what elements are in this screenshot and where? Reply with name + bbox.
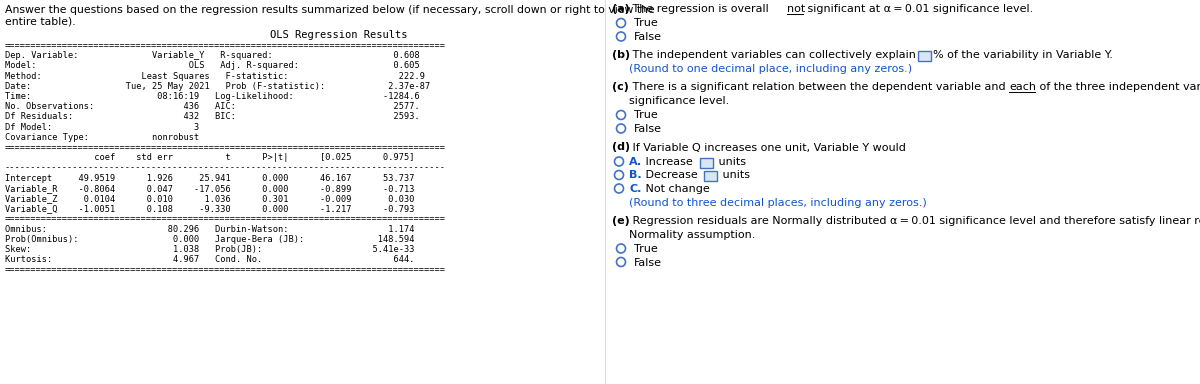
Text: (Round to one decimal place, including any zeros.): (Round to one decimal place, including a… <box>629 64 912 74</box>
Text: (b): (b) <box>612 51 630 61</box>
Text: ================================================================================: ========================================… <box>5 214 446 223</box>
Text: Normality assumption.: Normality assumption. <box>629 230 755 240</box>
Text: If Variable Q increases one unit, Variable Y would: If Variable Q increases one unit, Variab… <box>629 142 906 152</box>
Text: False: False <box>634 124 662 134</box>
Text: B.: B. <box>629 170 642 180</box>
Text: Variable_Z     0.0104      0.010      1.036      0.301      -0.009       0.030: Variable_Z 0.0104 0.010 1.036 0.301 -0.0… <box>5 194 414 203</box>
Text: ================================================================================: ========================================… <box>5 41 446 50</box>
Text: ================================================================================: ========================================… <box>5 143 446 152</box>
Text: significance level.: significance level. <box>629 96 730 106</box>
Text: Method:                   Least Squares   F-statistic:                     222.9: Method: Least Squares F-statistic: 222.9 <box>5 71 425 81</box>
Text: significant at α = 0.01 significance level.: significant at α = 0.01 significance lev… <box>804 4 1033 14</box>
Text: A.: A. <box>629 157 642 167</box>
Text: units: units <box>715 157 746 167</box>
Text: entire table).: entire table). <box>5 16 76 26</box>
Text: units: units <box>719 170 750 180</box>
Text: Df Model:                           3: Df Model: 3 <box>5 122 199 132</box>
Text: --------------------------------------------------------------------------------: ----------------------------------------… <box>5 164 446 172</box>
Text: No. Observations:                 436   AIC:                              2577.: No. Observations: 436 AIC: 2577. <box>5 102 420 111</box>
Text: False: False <box>634 258 662 268</box>
Text: True: True <box>634 18 658 28</box>
Text: The regression is overall: The regression is overall <box>629 4 773 14</box>
Text: of the three independent variables at α = 0.01: of the three independent variables at α … <box>1036 83 1200 93</box>
Text: each: each <box>1009 83 1036 93</box>
Text: (d): (d) <box>612 142 630 152</box>
Bar <box>918 51 931 61</box>
Text: Decrease: Decrease <box>642 170 701 180</box>
Bar <box>700 157 713 167</box>
Text: Model:                             OLS   Adj. R-squared:                  0.605: Model: OLS Adj. R-squared: 0.605 <box>5 61 420 70</box>
Text: Covariance Type:            nonrobust: Covariance Type: nonrobust <box>5 133 199 142</box>
Text: Intercept     49.9519      1.926     25.941      0.000      46.167      53.737: Intercept 49.9519 1.926 25.941 0.000 46.… <box>5 174 414 183</box>
Text: Variable_Q    -1.0051      0.108     -9.330      0.000      -1.217      -0.793: Variable_Q -1.0051 0.108 -9.330 0.000 -1… <box>5 204 414 213</box>
Text: The independent variables can collectively explain: The independent variables can collective… <box>629 51 919 61</box>
Text: % of the variability in Variable Y.: % of the variability in Variable Y. <box>934 51 1116 61</box>
Text: coef    std err          t      P>|t|      [0.025      0.975]: coef std err t P>|t| [0.025 0.975] <box>5 153 414 162</box>
Text: Variable_R    -0.8064      0.047    -17.056      0.000      -0.899      -0.713: Variable_R -0.8064 0.047 -17.056 0.000 -… <box>5 184 414 193</box>
Text: (c): (c) <box>612 83 629 93</box>
Text: False: False <box>634 32 662 42</box>
Text: Omnibus:                       80.296   Durbin-Watson:                   1.174: Omnibus: 80.296 Durbin-Watson: 1.174 <box>5 225 414 233</box>
Text: Increase: Increase <box>642 157 696 167</box>
Text: Skew:                           1.038   Prob(JB):                     5.41e-33: Skew: 1.038 Prob(JB): 5.41e-33 <box>5 245 414 254</box>
Text: Kurtosis:                       4.967   Cond. No.                         644.: Kurtosis: 4.967 Cond. No. 644. <box>5 255 414 264</box>
Text: Prob(Omnibus):                  0.000   Jarque-Bera (JB):              148.594: Prob(Omnibus): 0.000 Jarque-Bera (JB): 1… <box>5 235 414 244</box>
Text: Regression residuals are Normally distributed α = 0.01 significance level and th: Regression residuals are Normally distri… <box>629 216 1200 226</box>
Text: (a): (a) <box>612 4 630 14</box>
Text: (Round to three decimal places, including any zeros.): (Round to three decimal places, includin… <box>629 197 926 207</box>
Text: There is a significant relation between the dependent variable and: There is a significant relation between … <box>629 83 1009 93</box>
Text: OLS Regression Results: OLS Regression Results <box>270 30 408 40</box>
Text: C.: C. <box>629 184 641 194</box>
Text: Answer the questions based on the regression results summarized below (if necess: Answer the questions based on the regres… <box>5 5 655 15</box>
Text: Time:                        08:16:19   Log-Likelihood:                 -1284.6: Time: 08:16:19 Log-Likelihood: -1284.6 <box>5 92 420 101</box>
Text: Dep. Variable:              Variable_Y   R-squared:                       0.608: Dep. Variable: Variable_Y R-squared: 0.6… <box>5 51 420 60</box>
Text: Not change: Not change <box>642 184 709 194</box>
Text: True: True <box>634 111 658 121</box>
Text: not: not <box>787 4 805 14</box>
Text: (e): (e) <box>612 216 630 226</box>
Bar <box>704 171 718 181</box>
Text: True: True <box>634 244 658 254</box>
Text: Df Residuals:                     432   BIC:                              2593.: Df Residuals: 432 BIC: 2593. <box>5 113 420 121</box>
Text: Date:                  Tue, 25 May 2021   Prob (F-statistic):            2.37e-8: Date: Tue, 25 May 2021 Prob (F-statistic… <box>5 82 431 91</box>
Text: ================================================================================: ========================================… <box>5 265 446 275</box>
